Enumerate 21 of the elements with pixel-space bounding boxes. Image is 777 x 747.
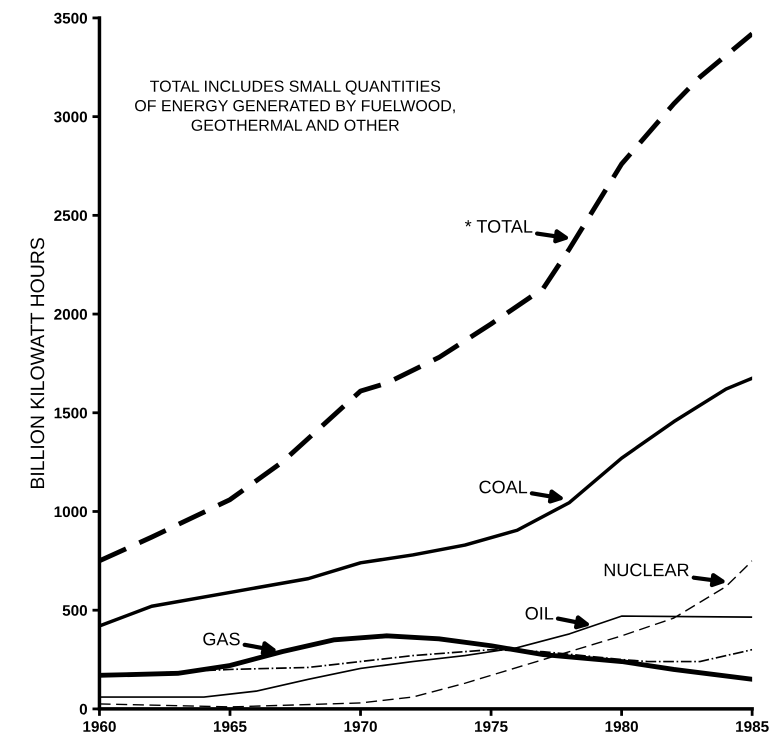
annotation: * TOTAL	[464, 220, 532, 233]
y-tick-label: 1000	[54, 506, 88, 518]
x-tick-label: 1975	[475, 721, 508, 732]
y-tick-label: 2000	[54, 308, 88, 320]
annotation: GAS	[203, 632, 240, 646]
x-tick-label: 1980	[606, 721, 638, 732]
annotation: TOTAL INCLUDES SMALL QUANTITIES OF ENERGY GENERATED BY FUELWOOD, GEOTHERMAL AND OTHER	[135, 80, 455, 131]
y-tick-label: 1500	[54, 408, 88, 418]
y-tick-label: 3000	[54, 112, 88, 122]
y-tick-label: 500	[62, 605, 88, 616]
y-tick-label: 3500	[54, 12, 88, 24]
x-tick-label: 1965	[214, 721, 247, 732]
annotation: NUCLEAR	[604, 564, 689, 576]
annotation: OIL	[526, 606, 554, 620]
x-tick-label: 1960	[83, 721, 116, 732]
y-tick-label: 2500	[54, 210, 88, 222]
x-tick-label: 1985	[736, 721, 769, 732]
y-tick-label: 0	[80, 704, 88, 715]
annotation: COAL	[479, 480, 528, 494]
y-axis-title: BILLION KILOWATT HOURS	[30, 238, 44, 488]
x-tick-label: 1970	[344, 721, 377, 732]
